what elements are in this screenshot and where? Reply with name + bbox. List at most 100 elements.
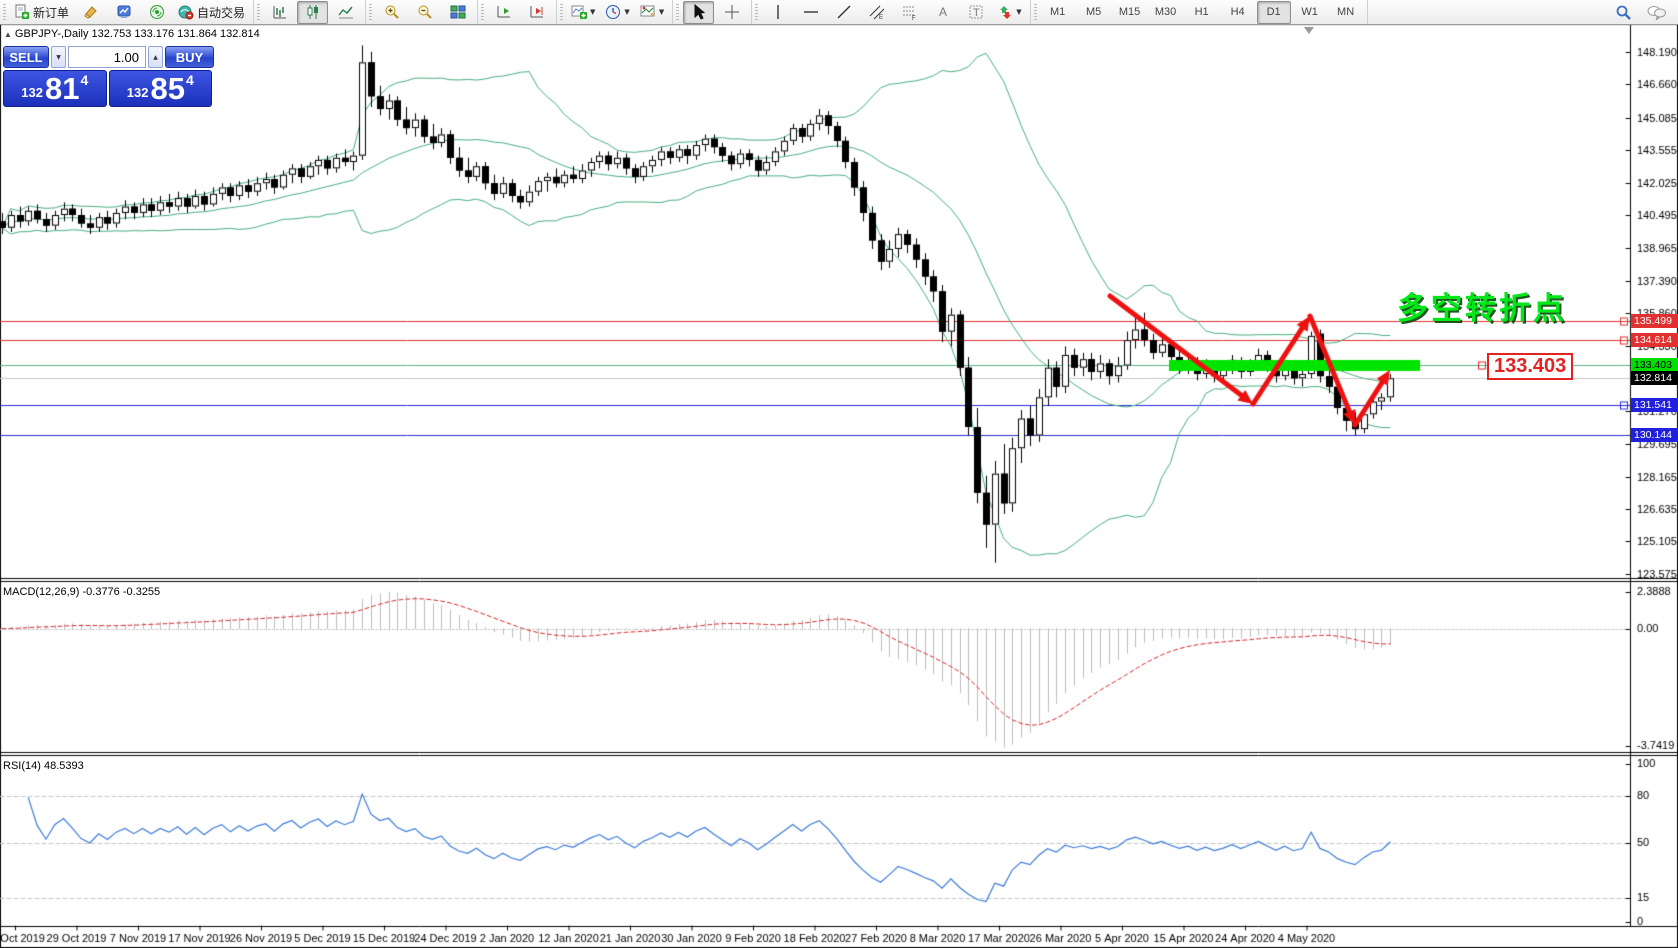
buy-price-display[interactable]: 132 85 4 bbox=[108, 70, 212, 107]
symbol-ohlc-values: 132.753 133.176 131.864 132.814 bbox=[91, 28, 260, 40]
line-chart-button[interactable] bbox=[330, 1, 361, 24]
vertical-line-icon bbox=[777, 5, 779, 19]
templates-icon bbox=[640, 5, 655, 17]
trendline-button[interactable] bbox=[828, 1, 859, 24]
sell-price-small: 132 bbox=[21, 85, 43, 100]
signal-button[interactable] bbox=[141, 1, 172, 24]
tile-windows-icon bbox=[450, 5, 466, 19]
eraser-button[interactable] bbox=[75, 1, 106, 24]
axis-badge-130.144: 130.144 bbox=[1631, 428, 1678, 442]
symbol-period-label: GBPJPY-,Daily bbox=[14, 28, 89, 40]
buy-button[interactable]: BUY bbox=[165, 46, 214, 68]
periods-clock-icon bbox=[606, 5, 621, 19]
auto-scroll-button[interactable] bbox=[488, 1, 519, 24]
macd-label: MACD(12,26,9) -0.3776 -0.3255 bbox=[3, 586, 160, 598]
timeframe-m5-button[interactable]: M5 bbox=[1085, 6, 1102, 18]
timeframe-group: M1 M5 M15 M30 H1 H4 D1 W1 MN bbox=[1031, 0, 1368, 24]
indicators-caret-icon: ▼ bbox=[590, 8, 596, 16]
buy-price-small: 132 bbox=[126, 85, 149, 100]
svg-text:T: T bbox=[973, 7, 980, 19]
turning-point-annotation[interactable]: 多空转折点 bbox=[1397, 291, 1567, 326]
chart-canvas[interactable] bbox=[0, 24, 1678, 948]
cursor-button[interactable] bbox=[683, 0, 715, 24]
bar-chart-button[interactable] bbox=[264, 1, 295, 24]
candlestick-chart-icon bbox=[307, 5, 318, 19]
macd-signal-value: -0.3255 bbox=[122, 586, 161, 598]
text-label-button[interactable]: T bbox=[960, 1, 991, 24]
arrows-caret-icon: ▼ bbox=[1016, 8, 1022, 16]
fibonacci-button[interactable]: F bbox=[894, 1, 925, 24]
templates-caret-icon: ▼ bbox=[658, 8, 665, 16]
text-button[interactable]: A bbox=[927, 1, 958, 24]
vertical-line-button[interactable] bbox=[762, 1, 793, 24]
autotrading-icon bbox=[178, 5, 194, 20]
timeframe-m1-button[interactable]: M1 bbox=[1049, 6, 1066, 18]
timeframe-m15-button[interactable]: M15 bbox=[1118, 6, 1141, 18]
zoom-out-icon bbox=[418, 5, 432, 19]
timeframe-d1-button[interactable]: D1 bbox=[1256, 0, 1291, 24]
axis-badge-134.614: 134.614 bbox=[1631, 333, 1678, 347]
chart-shift-button[interactable] bbox=[521, 1, 552, 24]
arrows-button[interactable]: ▼ bbox=[993, 1, 1025, 24]
buy-price-big: 85 bbox=[150, 71, 185, 106]
eraser-icon bbox=[83, 6, 97, 19]
signal-icon bbox=[149, 5, 164, 19]
chart-shift-marker[interactable] bbox=[1304, 27, 1314, 34]
price-callout-label[interactable]: 133.403 bbox=[1487, 353, 1574, 380]
rsi-value: 48.5393 bbox=[43, 760, 84, 772]
new-order-button[interactable]: 新订单 bbox=[10, 1, 73, 24]
equidistant-channel-icon: E bbox=[869, 5, 885, 20]
indicators-button[interactable]: ▼ bbox=[567, 1, 599, 24]
comments-icon bbox=[1647, 6, 1666, 20]
arrows-icon bbox=[1000, 6, 1012, 19]
volume-input[interactable] bbox=[68, 46, 146, 68]
fibonacci-icon: F bbox=[902, 6, 916, 20]
svg-text:A: A bbox=[939, 5, 947, 19]
profile-button[interactable] bbox=[108, 1, 139, 24]
new-order-label: 新订单 bbox=[33, 5, 70, 20]
zoom-out-button[interactable] bbox=[409, 1, 440, 24]
periods-caret-icon: ▼ bbox=[624, 8, 630, 16]
timeframe-h1-button[interactable]: H1 bbox=[1194, 6, 1209, 18]
auto-scroll-icon bbox=[497, 6, 510, 18]
zoom-in-button[interactable] bbox=[376, 1, 407, 24]
search-button[interactable] bbox=[1608, 1, 1639, 24]
crosshair-button[interactable] bbox=[716, 1, 747, 24]
volume-down-button[interactable]: ▼ bbox=[51, 46, 66, 68]
axis-badge-133.403: 133.403 bbox=[1631, 358, 1678, 372]
rsi-label: RSI(14) 48.5393 bbox=[3, 760, 84, 772]
profile-icon bbox=[117, 5, 131, 18]
tile-windows-button[interactable] bbox=[442, 1, 473, 24]
sell-button[interactable]: SELL bbox=[3, 46, 49, 68]
timeframe-w1-button[interactable]: W1 bbox=[1301, 6, 1318, 18]
sell-price-big: 81 bbox=[44, 71, 80, 106]
periods-button[interactable]: ▼ bbox=[601, 1, 633, 24]
buy-price-sup: 4 bbox=[185, 72, 194, 88]
panel-collapse-icon[interactable]: ▲ bbox=[4, 30, 12, 39]
svg-text:F: F bbox=[912, 16, 916, 20]
timeframe-m30-button[interactable]: M30 bbox=[1154, 6, 1177, 18]
templates-button[interactable]: ▼ bbox=[636, 1, 668, 24]
search-icon bbox=[1616, 5, 1631, 20]
timeframe-mn-button[interactable]: MN bbox=[1337, 6, 1355, 18]
text-icon: A bbox=[939, 5, 947, 19]
cursor-icon bbox=[694, 4, 705, 20]
axis-badge-132.814: 132.814 bbox=[1631, 371, 1678, 385]
zoom-in-icon bbox=[385, 5, 399, 19]
candlestick-chart-button[interactable] bbox=[297, 0, 329, 24]
rsi-name: RSI(14) bbox=[3, 760, 41, 772]
equidistant-channel-button[interactable]: E bbox=[861, 1, 892, 24]
macd-main-value: -0.3776 bbox=[82, 586, 120, 598]
text-label-icon: T bbox=[969, 5, 983, 19]
line-chart-icon bbox=[337, 6, 353, 19]
sell-price-display[interactable]: 132 81 4 bbox=[3, 70, 107, 107]
horizontal-line-button[interactable] bbox=[795, 1, 826, 24]
timeframe-h4-button[interactable]: H4 bbox=[1230, 6, 1245, 18]
comments-button[interactable] bbox=[1641, 1, 1672, 24]
one-click-trade-panel: SELL ▼ ▲ BUY 132 81 4 132 85 4 bbox=[2, 45, 214, 108]
sell-price-sup: 4 bbox=[80, 72, 89, 88]
bar-chart-icon bbox=[273, 6, 286, 19]
autotrading-button[interactable]: 自动交易 bbox=[174, 1, 249, 24]
main-toolbar: 新订单 自动交易 bbox=[0, 0, 1678, 25]
volume-up-button[interactable]: ▲ bbox=[148, 46, 163, 68]
